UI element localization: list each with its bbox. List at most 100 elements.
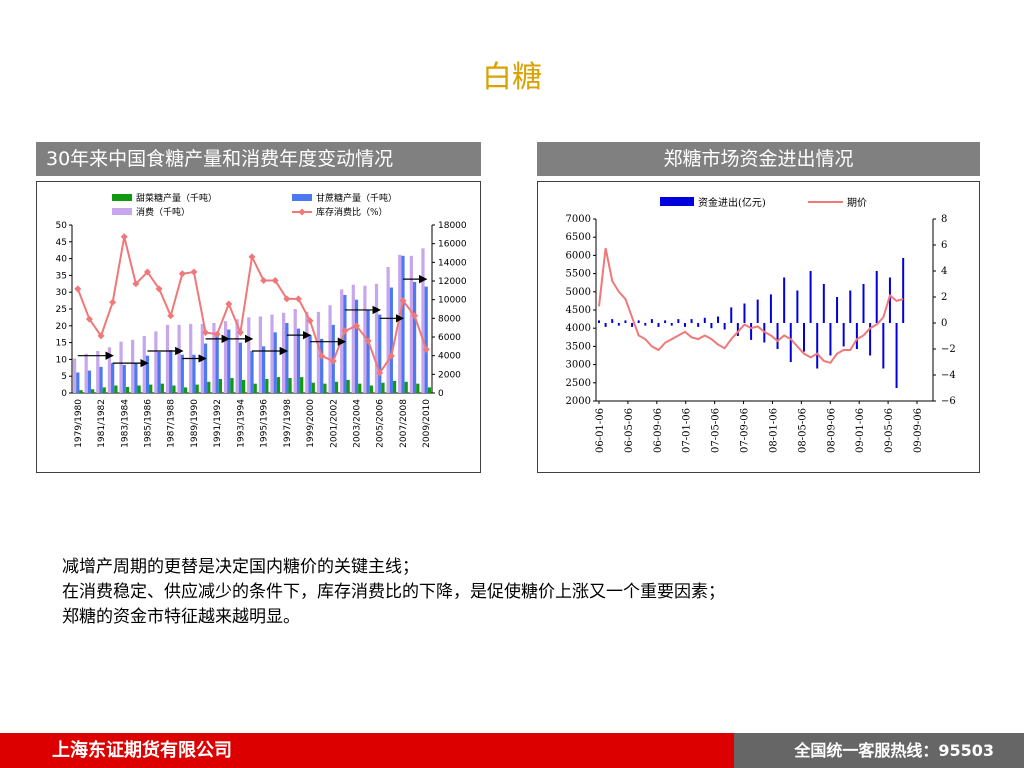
left-tick-label: 50 — [56, 221, 68, 231]
beet-bar — [416, 383, 420, 393]
x-tick-label: 07-09-06 — [740, 408, 751, 453]
left-tick-label: 3500 — [566, 341, 591, 352]
cane-bar — [308, 335, 312, 393]
right-tick-label: −4 — [941, 370, 956, 381]
right-tick-label: 6000 — [438, 333, 461, 343]
x-tick-label: 1999/2000 — [306, 399, 316, 448]
cane-bar — [296, 328, 301, 393]
x-tick-label: 1983/1984 — [120, 399, 130, 448]
left-tick-label: 2000 — [566, 396, 591, 407]
x-tick-label: 2001/2002 — [329, 399, 339, 448]
left-tick-label: 35 — [56, 271, 67, 281]
consumption-bar — [386, 267, 390, 393]
beet-bar — [91, 389, 95, 393]
consumption-bar — [154, 331, 158, 393]
consumption-bar — [247, 317, 251, 393]
right-tick-label: 18000 — [438, 221, 467, 231]
right-tick-label: 6 — [941, 240, 947, 251]
left-tick-label: 45 — [56, 238, 67, 248]
consumption-bar — [305, 311, 309, 393]
consumption-bar — [72, 358, 77, 393]
beet-bar — [300, 377, 304, 393]
legend-beet-swatch — [112, 194, 132, 201]
beet-bar — [392, 380, 397, 393]
left-tick-label: 5500 — [566, 269, 591, 280]
stock-ratio-point — [341, 327, 349, 335]
stock-ratio-point — [120, 233, 128, 241]
x-tick-label: 08-01-06 — [768, 408, 779, 453]
legend-consumption-label: 消费（千吨） — [136, 206, 190, 218]
legend-flow-label: 资金进出(亿元) — [698, 196, 766, 209]
cane-bar — [215, 332, 219, 393]
stock-ratio-point — [178, 270, 186, 278]
right-tick-label: 0 — [438, 389, 444, 399]
right-tick-label: 16000 — [438, 240, 467, 250]
cane-bar — [122, 365, 126, 393]
stock-ratio-point — [353, 322, 361, 330]
stock-ratio-point — [364, 337, 372, 345]
cane-bar — [273, 332, 277, 393]
consumption-bar — [363, 285, 367, 393]
legend-price-label: 期价 — [847, 197, 867, 209]
x-tick-label: 2003/2004 — [353, 399, 363, 448]
cane-bar — [424, 286, 428, 393]
legend-cane-swatch — [292, 194, 312, 201]
beet-bar — [404, 381, 408, 393]
x-tick-label: 1985/1986 — [143, 399, 153, 448]
right-tick-label: −6 — [941, 396, 956, 407]
beet-bar — [172, 385, 176, 393]
stock-ratio-point — [329, 357, 337, 365]
left-tick-label: 10 — [56, 355, 68, 365]
legend-ratio-label: 库存消费比（%） — [316, 206, 388, 218]
stock-ratio-point — [109, 298, 117, 306]
left-tick-label: 15 — [56, 339, 67, 349]
beet-bar — [265, 379, 269, 393]
beet-bar — [381, 382, 385, 393]
x-tick-label: 09-09-06 — [913, 408, 924, 453]
x-tick-label: 06-01-06 — [595, 408, 606, 453]
beet-bar — [427, 387, 432, 393]
consumption-bar — [293, 309, 297, 393]
legend-flow-swatch — [660, 197, 694, 206]
right-tick-label: 2 — [941, 292, 947, 303]
left-tick-label: 30 — [56, 288, 68, 298]
body-line-3: 郑糖的资金市特征越来越明显。 — [62, 607, 300, 627]
cane-bar — [227, 329, 231, 393]
right-tick-label: 4 — [941, 266, 947, 277]
stock-ratio-point — [422, 345, 430, 353]
right-tick-label: 12000 — [438, 277, 467, 287]
consumption-bar — [235, 319, 239, 393]
x-tick-label: 1997/1998 — [283, 399, 293, 448]
cane-bar — [111, 363, 115, 393]
stock-ratio-point — [248, 253, 256, 261]
beet-bar — [102, 387, 106, 393]
x-tick-label: 07-05-06 — [711, 408, 722, 453]
body-line-1: 减增产周期的更替是决定国内糖价的关键主线； — [62, 557, 419, 577]
x-tick-label: 06-09-06 — [653, 408, 664, 453]
cane-bar — [145, 355, 150, 393]
beet-bar — [358, 383, 362, 393]
right-tick-label: −2 — [941, 344, 956, 355]
beet-bar — [218, 379, 222, 393]
x-tick-label: 2005/2006 — [376, 399, 386, 448]
consumption-bar — [212, 323, 216, 393]
stock-ratio-point — [318, 352, 326, 360]
fund-flow-chart-frame: 2000 2500 3000 3500 4000 4500 5000 5500 6000 6500… — [537, 181, 980, 473]
cane-bar — [238, 342, 242, 393]
x-tick-label: 08-05-06 — [797, 408, 808, 453]
cane-bar — [285, 323, 289, 393]
consumption-bar — [409, 255, 413, 393]
left-tick-label: 7000 — [566, 214, 591, 225]
cane-bar — [250, 351, 254, 393]
consumption-bar — [282, 312, 286, 393]
cane-bar — [378, 314, 382, 393]
consumption-bar — [177, 324, 181, 393]
right-tick-label: 8000 — [438, 314, 461, 324]
beet-bar — [149, 384, 153, 393]
left-tick-label: 4500 — [566, 305, 591, 316]
cane-bar — [87, 370, 92, 393]
cane-bar — [412, 281, 417, 393]
x-tick-label: 1989/1990 — [190, 399, 200, 448]
consumption-bar — [270, 314, 274, 393]
beet-bar — [195, 384, 199, 393]
